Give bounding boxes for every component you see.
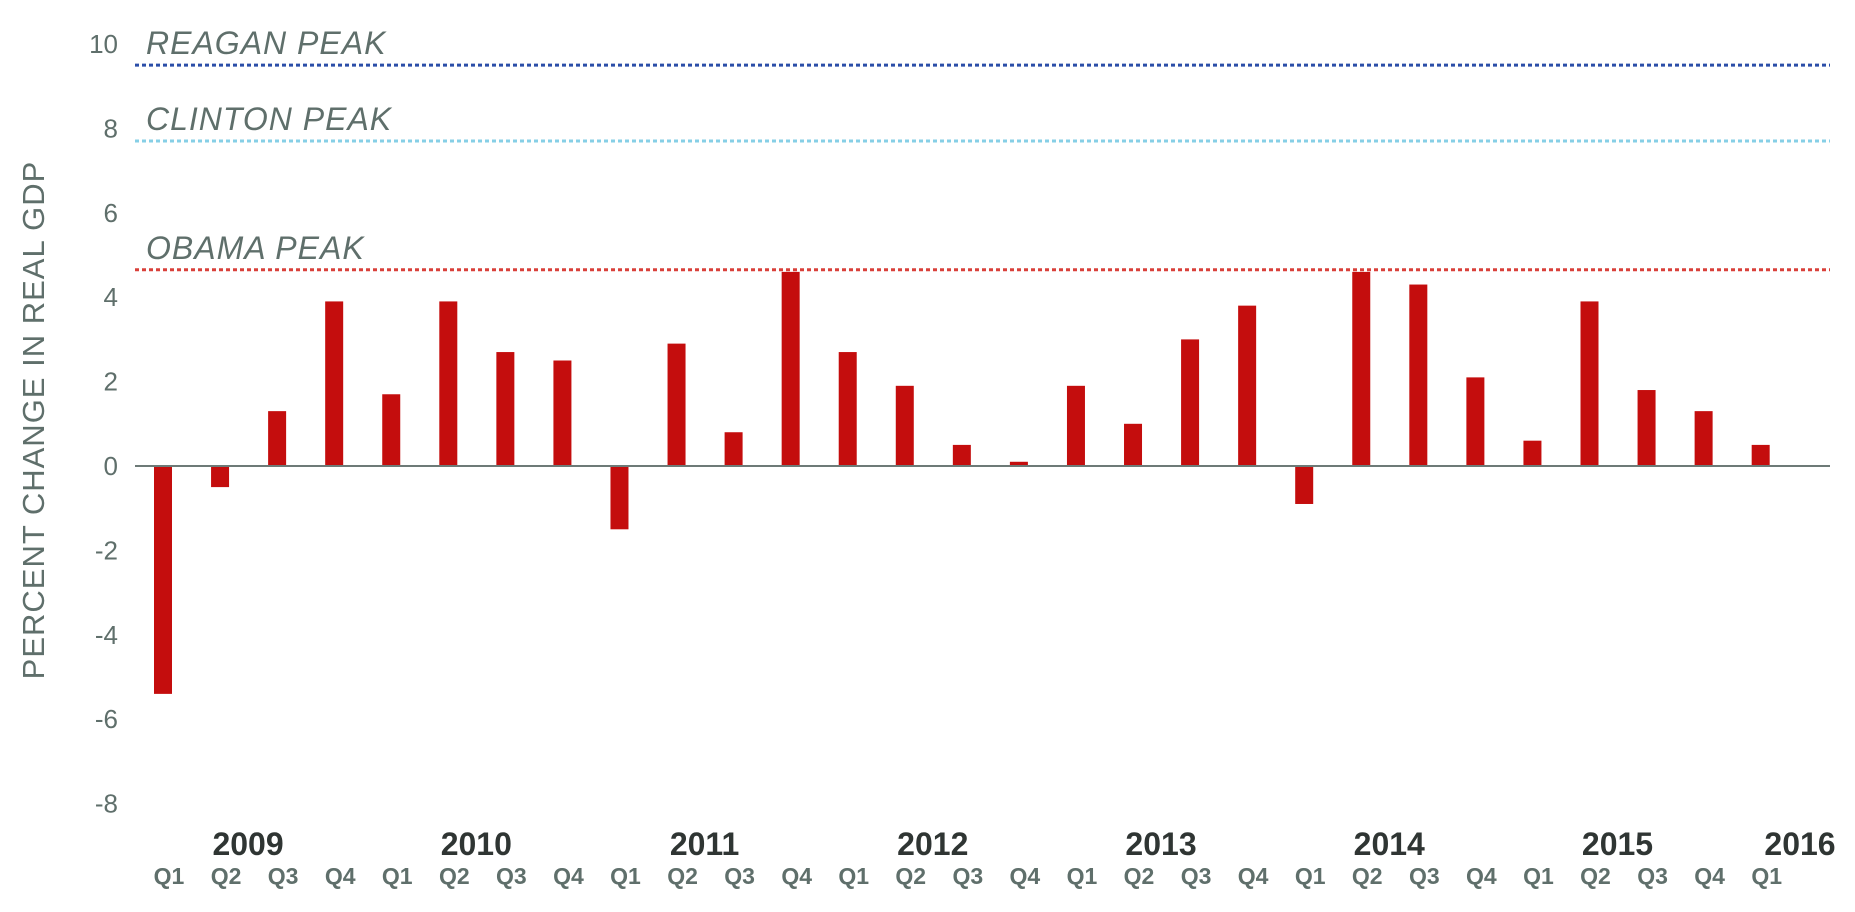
x-tick-label: Q3 [1637,863,1668,889]
bar [325,301,344,466]
reference-line-label: REAGAN PEAK [146,25,387,61]
bar [724,432,743,466]
x-tick-label: Q4 [1466,863,1497,889]
x-tick-label: Q1 [382,863,413,889]
y-tick-label: 10 [89,29,118,59]
bar [268,411,287,466]
bar [1409,284,1428,466]
reference-line-label: OBAMA PEAK [146,230,365,266]
bar [1066,385,1085,466]
year-label: 2010 [441,826,512,862]
x-tick-label: Q3 [724,863,755,889]
reference-lines: REAGAN PEAK CLINTON PEAK OBAMA PEAK [135,25,1830,272]
x-tick-label: Q4 [1238,863,1269,889]
y-tick-label: -6 [95,704,118,734]
bar [439,301,458,466]
bar [1124,423,1143,466]
bar [1009,461,1028,466]
y-axis-ticks: 10 8 6 4 2 0 -2 -4 -6 -8 [89,29,118,819]
x-tick-label: Q2 [667,863,698,889]
y-tick-label: 0 [104,451,118,481]
bar [1580,301,1599,466]
x-tick-label: Q2 [439,863,470,889]
bar [610,466,629,530]
x-tick-label: Q3 [1409,863,1440,889]
x-tick-label: Q3 [952,863,983,889]
x-tick-label: Q3 [268,863,299,889]
x-tick-label: Q2 [1580,863,1611,889]
x-tick-label: Q1 [154,863,185,889]
bar [895,385,914,466]
y-tick-label: -2 [95,535,118,565]
x-tick-label: Q1 [1295,863,1326,889]
y-axis-label: PERCENT CHANGE IN REAL GDP [16,161,51,680]
bar [154,466,172,694]
x-tick-label: Q4 [325,863,356,889]
reference-line-label: CLINTON PEAK [146,101,393,137]
bar [1352,271,1371,466]
x-tick-label: Q1 [1067,863,1098,889]
x-tick-label: Q2 [211,863,242,889]
bar [1637,390,1656,466]
bar [496,352,515,466]
bar [1466,377,1485,466]
bar [781,271,800,466]
year-label: 2014 [1354,826,1425,862]
y-tick-label: -4 [95,620,118,650]
bar [1295,466,1314,504]
y-tick-label: 2 [104,367,118,397]
y-tick-label: -8 [95,789,118,819]
bar [667,343,686,466]
x-tick-label: Q4 [553,863,584,889]
year-label: 2013 [1125,826,1196,862]
bar [1238,305,1257,466]
bar [1523,440,1542,466]
x-tick-label: Q3 [1181,863,1212,889]
x-tick-label: Q4 [1694,863,1725,889]
y-tick-label: 6 [104,198,118,228]
x-tick-label: Q2 [895,863,926,889]
year-label: 2016 [1764,826,1835,862]
year-label: 2012 [897,826,968,862]
year-label: 2015 [1582,826,1653,862]
x-axis-quarter-labels: Q1 Q2 Q3 Q4 Q1 Q2 Q3 Q4 Q1 Q2 Q3 Q4 Q1 Q2 Q3 Q4 Q1 Q2 Q3 Q4… [154,863,1783,889]
x-tick-label: Q4 [1010,863,1041,889]
x-tick-label: Q2 [1124,863,1155,889]
bar [1751,444,1770,466]
bar [382,394,401,466]
x-tick-label: Q4 [781,863,812,889]
bar [1694,411,1713,466]
bar [838,352,857,466]
x-tick-label: Q1 [1523,863,1554,889]
bars [154,271,1770,694]
x-tick-label: Q1 [838,863,869,889]
year-label: 2009 [212,826,283,862]
x-axis-year-labels: 2009 2010 2011 2012 2013 2014 2015 2016 [212,826,1835,862]
year-label: 2011 [670,826,739,862]
bar [1181,339,1200,466]
bar [211,466,230,488]
x-tick-label: Q3 [496,863,527,889]
bar [952,444,971,466]
bar [553,360,572,466]
y-tick-label: 4 [104,282,118,312]
y-tick-label: 8 [104,113,118,143]
x-tick-label: Q1 [1751,863,1782,889]
x-tick-label: Q1 [610,863,641,889]
x-tick-label: Q2 [1352,863,1383,889]
